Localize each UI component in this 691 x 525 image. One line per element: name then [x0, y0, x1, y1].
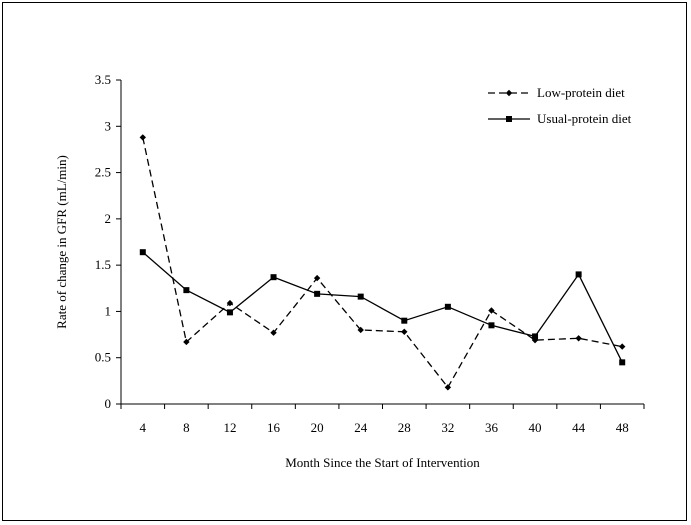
y-tick-label: 2.5	[95, 165, 111, 180]
series-usual-protein	[139, 249, 626, 366]
data-point	[314, 290, 321, 297]
data-point	[401, 328, 408, 335]
y-tick-label: 0	[105, 396, 112, 411]
legend-label: Low-protein diet	[537, 85, 625, 100]
data-point	[270, 329, 277, 336]
data-point	[313, 274, 321, 282]
data-point	[226, 309, 233, 316]
data-point	[183, 287, 190, 294]
data-point	[139, 249, 146, 256]
legend-marker	[506, 116, 512, 122]
y-axis-label: Rate of change in GFR (mL/min)	[54, 155, 69, 329]
data-point	[619, 343, 626, 350]
x-tick-label: 20	[311, 420, 324, 435]
data-point	[444, 384, 452, 391]
x-tick-label: 24	[354, 420, 368, 435]
y-axis: 0 0.5 1 1.5 2 2.5 3 3.5	[95, 72, 122, 411]
series-line	[142, 251, 623, 363]
data-point	[226, 299, 234, 307]
x-tick-label: 40	[529, 420, 542, 435]
data-point	[401, 317, 408, 324]
data-point	[357, 293, 364, 300]
chart-frame	[2, 2, 687, 521]
series-layer	[139, 134, 626, 391]
series-line	[142, 137, 623, 389]
legend-label: Usual-protein diet	[537, 111, 632, 126]
data-point	[532, 333, 539, 340]
x-axis-label: Month Since the Start of Intervention	[285, 455, 480, 470]
data-point	[139, 134, 146, 141]
legend: Low-protein diet Usual-protein diet	[488, 85, 632, 126]
data-point	[357, 326, 364, 334]
data-point	[183, 338, 190, 346]
data-point	[488, 307, 495, 314]
y-tick-label: 2	[105, 211, 112, 226]
y-tick-label: 1.5	[95, 257, 111, 272]
y-tick-label: 1	[105, 303, 112, 318]
x-tick-label: 32	[441, 420, 454, 435]
data-point	[619, 359, 626, 366]
data-point	[270, 274, 277, 281]
x-tick-label: 48	[616, 420, 629, 435]
x-axis: 4 8 12 16 20 24 28 32 36 40 44 48	[120, 403, 645, 435]
x-tick-label: 4	[140, 420, 147, 435]
x-tick-label: 8	[183, 420, 190, 435]
y-tick-label: 3.5	[95, 72, 111, 87]
legend-marker	[505, 89, 513, 97]
data-point	[488, 322, 495, 329]
data-point	[444, 303, 451, 310]
x-tick-label: 28	[398, 420, 411, 435]
series-low-protein	[139, 134, 626, 391]
x-tick-label: 12	[223, 420, 236, 435]
y-tick-label: 3	[105, 118, 112, 133]
x-tick-label: 44	[572, 420, 586, 435]
x-tick-label: 36	[485, 420, 499, 435]
y-tick-label: 0.5	[95, 350, 111, 365]
x-tick-label: 16	[267, 420, 281, 435]
data-point	[575, 271, 582, 278]
data-point	[575, 335, 582, 342]
